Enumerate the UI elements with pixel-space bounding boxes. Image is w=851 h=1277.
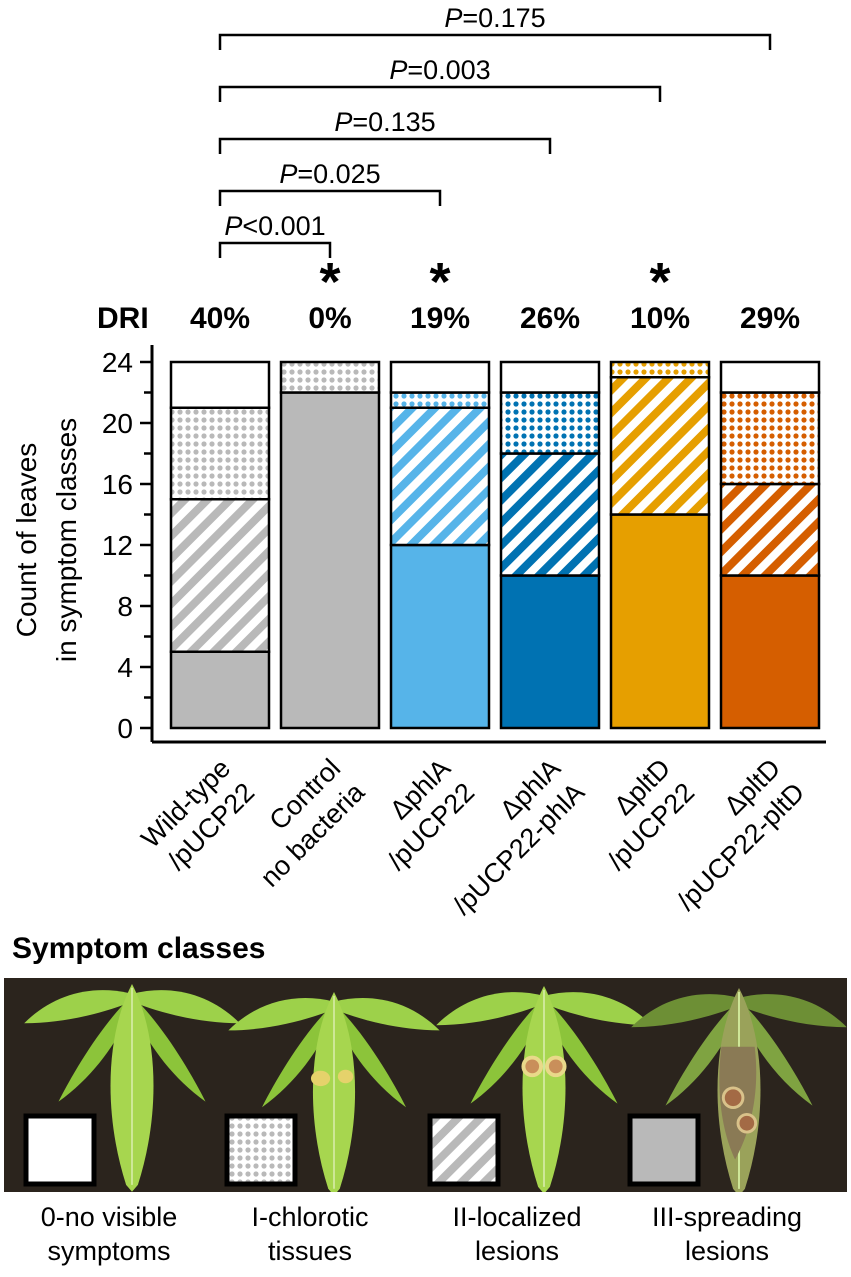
bar-segment-I bbox=[499, 391, 601, 455]
bar-segment-III bbox=[169, 650, 271, 730]
comparison-bracket bbox=[218, 241, 332, 258]
p-value-label: P=0.135 bbox=[334, 107, 435, 137]
leaf-chlorotic bbox=[228, 992, 440, 1192]
bar-segment-III bbox=[609, 513, 711, 730]
bar-segment-II bbox=[389, 406, 491, 547]
class-label-I: I-chlorotic tissues bbox=[251, 1202, 369, 1266]
dri-value: 10% bbox=[630, 302, 690, 335]
legend-swatch-I bbox=[224, 1113, 298, 1187]
bar-segment-0 bbox=[499, 360, 601, 394]
bar-segment-III bbox=[719, 574, 821, 730]
bar-segment-0 bbox=[389, 360, 491, 394]
legend-swatch-0 bbox=[23, 1113, 97, 1187]
dri-value: 26% bbox=[520, 302, 580, 335]
p-value-label: P=0.003 bbox=[389, 55, 490, 85]
x-category-label: ΔphlA/pUCP22 bbox=[382, 753, 481, 876]
dri-label: DRI bbox=[97, 302, 149, 335]
x-category-label: Wild-type/pUCP22 bbox=[135, 753, 260, 876]
legend-swatch-II bbox=[427, 1113, 501, 1187]
p-value-label: P=0.175 bbox=[444, 3, 545, 33]
class-label-III: III-spreading lesions bbox=[651, 1202, 803, 1266]
class-label-II: II-localized lesions bbox=[452, 1202, 582, 1266]
leaf-localized-lesions bbox=[436, 986, 652, 1192]
leaf-healthy bbox=[24, 984, 240, 1192]
class-label-0: 0-no visible symptoms bbox=[40, 1202, 178, 1266]
y-tick-label: 8 bbox=[117, 591, 133, 622]
y-tick-label: 24 bbox=[102, 347, 133, 378]
bar-segment-III bbox=[499, 574, 601, 730]
dri-value: 19% bbox=[410, 302, 470, 335]
x-category-label: ΔpltD/pUCP22 bbox=[602, 753, 701, 876]
bar-segment-I bbox=[389, 391, 491, 409]
bar-segment-0 bbox=[169, 360, 271, 409]
bar-segment-II bbox=[499, 452, 601, 577]
y-tick-label: 16 bbox=[102, 469, 133, 500]
y-tick-label: 12 bbox=[102, 530, 133, 561]
bar-segment-III bbox=[279, 391, 381, 730]
bar-segment-I bbox=[609, 360, 711, 379]
bar-segment-II bbox=[169, 498, 271, 653]
bar-segment-II bbox=[609, 376, 711, 516]
p-value-label: P<0.001 bbox=[224, 211, 325, 241]
bar-segment-I bbox=[719, 391, 821, 486]
dri-value: 29% bbox=[740, 302, 800, 335]
significance-star: * bbox=[429, 252, 450, 312]
bar-segment-III bbox=[389, 543, 491, 730]
y-tick-label: 4 bbox=[117, 652, 133, 683]
bar-segment-I bbox=[169, 406, 271, 501]
comparison-bracket bbox=[218, 85, 662, 102]
symptom-classes-title: Symptom classes bbox=[12, 932, 266, 965]
symptom-photo-strip bbox=[4, 978, 847, 1192]
bar-segment-II bbox=[719, 482, 821, 577]
bar-segment-0 bbox=[719, 360, 821, 394]
comparison-bracket bbox=[218, 189, 442, 206]
comparison-bracket bbox=[218, 33, 772, 50]
legend-swatch-III bbox=[627, 1113, 701, 1187]
stacked-bar-chart: 0 4 8 12 16 20 24 Count of leaves in symptom cla… bbox=[11, 3, 826, 920]
significance-star: * bbox=[319, 252, 340, 312]
y-axis-label-line2: in symptom classes bbox=[51, 418, 82, 662]
p-value-label: P=0.025 bbox=[279, 159, 380, 189]
dri-value: 40% bbox=[190, 302, 250, 335]
significance-star: * bbox=[649, 252, 670, 312]
bar-segment-I bbox=[279, 360, 381, 394]
y-axis-label-line1: Count of leaves bbox=[11, 443, 42, 638]
dri-value: 0% bbox=[308, 302, 351, 335]
y-tick-label: 0 bbox=[117, 713, 133, 744]
comparison-bracket bbox=[218, 137, 552, 154]
leaf-spreading-lesions bbox=[631, 988, 847, 1192]
y-tick-label: 20 bbox=[102, 408, 133, 439]
